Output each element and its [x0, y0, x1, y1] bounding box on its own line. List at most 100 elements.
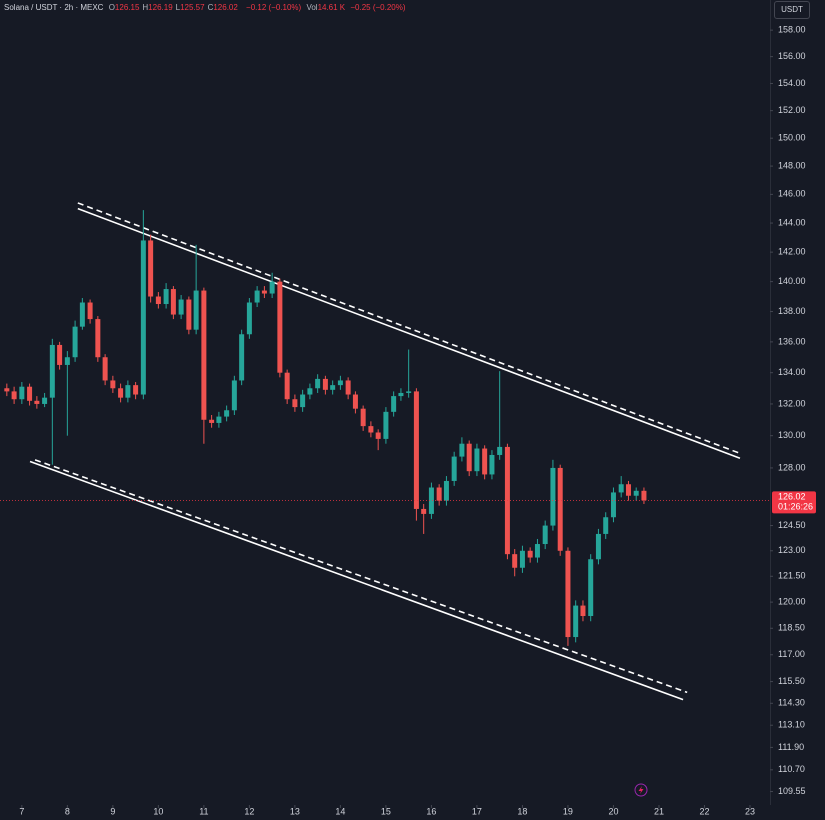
candle-body [118, 388, 124, 398]
currency-button[interactable]: USDT [774, 1, 810, 19]
y-tick-label: 114.30 [778, 698, 805, 708]
candle-body [436, 487, 442, 501]
trend-line [29, 460, 684, 701]
x-tick-label: 15 [381, 806, 391, 816]
trend-line [34, 459, 688, 694]
candle-body [102, 357, 108, 381]
candle-body [603, 517, 609, 534]
candle-body [360, 408, 366, 427]
candle-body [224, 410, 230, 417]
candle-body [391, 396, 397, 412]
candle-body [140, 240, 146, 395]
candle-body [337, 380, 343, 386]
x-tick-label: 11 [199, 806, 208, 816]
y-tick-label: 113.10 [778, 720, 805, 730]
candle-body [527, 550, 533, 558]
volume-change: −0.25 (−0.20%) [350, 3, 406, 12]
lightning-icon[interactable] [634, 783, 648, 797]
candle-body [110, 380, 116, 389]
candle-body [383, 411, 389, 439]
candle-body [550, 467, 556, 526]
y-tick-label: 154.00 [778, 78, 806, 88]
y-tick-label: 120.00 [778, 596, 806, 606]
ohlc-value: 126.15 [114, 3, 140, 12]
x-tick-label: 12 [244, 806, 254, 816]
y-tick-label: 109.55 [778, 786, 806, 796]
candle-body [459, 443, 465, 457]
candle-body [261, 290, 267, 294]
candle-body [345, 380, 351, 395]
ohlc-label: C [207, 3, 214, 12]
candle-body [201, 290, 207, 420]
candle-body [497, 446, 503, 455]
candle-body [133, 385, 139, 395]
x-tick-label: 16 [426, 806, 436, 816]
candle-body [49, 344, 55, 398]
y-tick-label: 132.00 [778, 398, 806, 408]
y-tick-label: 138.00 [778, 306, 806, 316]
candle-body [300, 394, 306, 408]
candle-body [254, 290, 260, 303]
candle-body [239, 334, 245, 381]
candle-body [163, 289, 169, 305]
candle-body [512, 554, 518, 568]
y-tick-label: 110.70 [778, 764, 805, 774]
x-tick-label: 7 [19, 806, 24, 816]
candle-body [451, 456, 457, 481]
candle-body [148, 240, 154, 297]
candle-body [474, 448, 480, 472]
candle-body [421, 508, 427, 514]
candle-body [216, 416, 222, 423]
ohlc-value: 125.57 [180, 3, 205, 12]
x-tick-label: 17 [472, 806, 482, 816]
y-tick-label: 118.50 [778, 623, 805, 633]
y-tick-label: 124.50 [778, 520, 806, 530]
icon-circle [634, 783, 648, 797]
candle-body [4, 388, 10, 392]
candle-body [79, 302, 85, 327]
y-tick-label: 152.00 [778, 105, 806, 115]
y-tick-label: 142.00 [778, 247, 806, 257]
candle-body [368, 426, 374, 433]
candle-body [428, 487, 434, 514]
candle-body [11, 391, 17, 400]
last-price-box [772, 491, 816, 514]
candle-body [315, 378, 321, 389]
symbol: Solana / USDT · 2h · MEXC [4, 3, 104, 12]
candle-body [519, 550, 525, 568]
candle-body [209, 419, 215, 423]
candle-body [246, 302, 252, 335]
candle-body [64, 357, 70, 365]
ohlc-value: 126.02 [213, 3, 238, 12]
ohlc-label: H [142, 3, 149, 12]
x-tick-label: 9 [110, 806, 115, 816]
candle-body [19, 386, 25, 400]
candle-body [466, 443, 472, 472]
candle-body [398, 392, 404, 397]
trend-line [77, 202, 741, 455]
candle-body [87, 302, 93, 320]
candle-body [443, 480, 449, 501]
candle-body [375, 432, 381, 439]
last-price-label: 126.02 [778, 492, 806, 502]
ohlc-label: O [108, 3, 115, 12]
y-tick-label: 134.00 [778, 367, 806, 377]
candle-body [277, 281, 283, 373]
countdown-label: 01:26:26 [778, 502, 813, 512]
candle-body [178, 299, 184, 315]
x-tick-label: 20 [608, 806, 618, 816]
candle-body [322, 378, 328, 390]
candle-body [482, 448, 488, 475]
trend-line [77, 207, 741, 459]
candle-body [95, 319, 101, 358]
y-tick-label: 146.00 [778, 189, 806, 199]
candle-body [610, 492, 616, 518]
x-tick-label: 13 [290, 806, 300, 816]
volume: 14.61 K [317, 3, 346, 12]
candle-body [542, 525, 548, 545]
y-tick-label: 144.00 [778, 217, 806, 227]
candle-body [352, 394, 358, 409]
